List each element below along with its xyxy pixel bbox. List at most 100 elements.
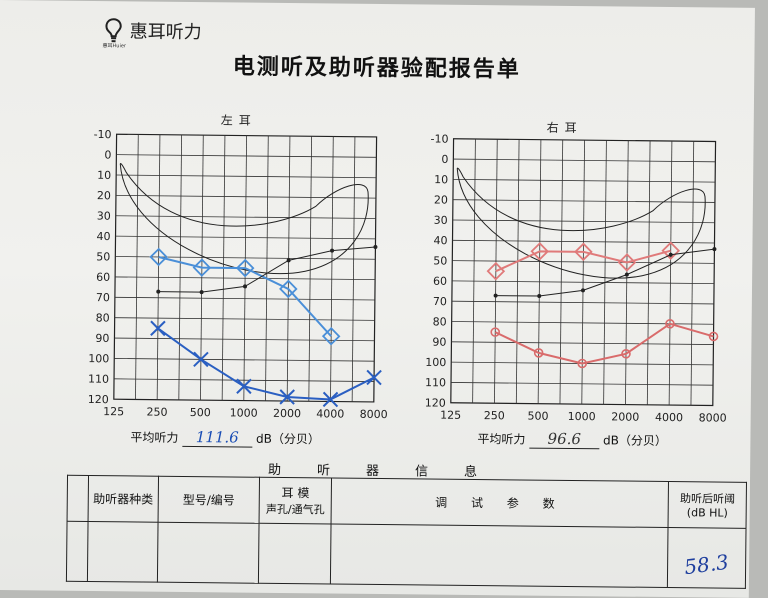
grid-line [178, 134, 182, 400]
data-point [156, 289, 161, 294]
left-avg-label: 平均听力 [130, 430, 179, 445]
x-tick-label: 8000 [699, 411, 727, 424]
table-cell [87, 521, 158, 583]
y-tick-label: 90 [95, 332, 109, 345]
aided-threshold-header: 助听后听阈 (dB HL) [668, 481, 747, 529]
y-tick-label: 0 [104, 148, 111, 161]
x-tick-label: 2000 [273, 407, 301, 420]
y-tick-label: 80 [96, 311, 110, 324]
data-point [286, 258, 291, 263]
y-tick-label: 70 [96, 291, 110, 304]
heading-char: 听 [316, 463, 331, 479]
grid-line [265, 135, 269, 401]
y-tick-label: 50 [433, 254, 447, 267]
y-tick-label: 40 [433, 234, 447, 247]
heading-char: 息 [464, 464, 478, 481]
heading-char: 器 [365, 463, 380, 479]
y-tick-label: 100 [425, 356, 446, 369]
y-tick-label: 30 [434, 214, 448, 227]
vent-label: 声孔/通气孔 [265, 502, 325, 517]
series-line [495, 249, 672, 273]
y-tick-label: 60 [433, 275, 447, 288]
data-point [373, 245, 378, 250]
hearing-aid-info-table: 助听器种类 型号/编号 耳 模 声孔/通气孔 调 试 参 数 助听后听阈 (dB… [66, 475, 747, 589]
grid-line [537, 139, 542, 404]
data-point [708, 331, 719, 342]
grid-line [135, 134, 139, 400]
model-header: 型号/编号 [157, 476, 260, 524]
grid-line [625, 140, 629, 405]
y-tick-label: 110 [425, 376, 446, 389]
grid-line [308, 136, 312, 402]
data-point [330, 248, 335, 253]
data-point [493, 293, 498, 298]
data-point [199, 290, 204, 295]
data-point [580, 288, 585, 293]
data-point [661, 241, 681, 260]
table-cell [258, 523, 331, 584]
x-tick-label: 250 [146, 406, 167, 419]
data-point [537, 294, 542, 299]
data-point [624, 272, 629, 277]
y-tick-label: 40 [96, 230, 110, 243]
y-tick-label: 50 [96, 250, 110, 263]
grid-line [515, 139, 520, 404]
data-point [486, 261, 506, 281]
right-avg-value: 96.6 [529, 429, 600, 450]
y-tick-label: 20 [97, 189, 111, 202]
grid-line [351, 136, 356, 402]
grid-line [472, 138, 476, 403]
data-point [192, 258, 212, 277]
grid-line [330, 136, 334, 402]
data-point [665, 319, 675, 329]
x-tick-label: 500 [190, 406, 211, 419]
table-row [66, 521, 747, 589]
y-tick-label: 120 [425, 396, 446, 409]
data-point [668, 252, 673, 257]
heading-char: 助 [267, 462, 282, 478]
y-tick-label: 80 [433, 315, 447, 328]
earmold-label: 耳 模 [281, 485, 310, 501]
left-avg-value: 111.6 [182, 427, 253, 448]
y-tick-label: 110 [88, 373, 109, 386]
data-point [150, 320, 166, 337]
aided-threshold-label: 助听后听阈 [679, 492, 736, 506]
table-cell [157, 522, 260, 584]
data-point [621, 349, 631, 359]
x-tick-label: 8000 [360, 408, 388, 421]
left-avg-unit: dB（分贝） [256, 431, 321, 447]
heading-char: 信 [415, 464, 429, 480]
y-tick-label: 0 [441, 153, 448, 166]
x-tick-label: 4000 [316, 407, 344, 420]
y-tick-label: 10 [97, 169, 111, 182]
x-tick-label: 4000 [655, 411, 683, 424]
grid-line [668, 141, 673, 406]
y-tick-label: 30 [97, 210, 111, 223]
table-header-row: 助听器种类 型号/编号 耳 模 声孔/通气孔 调 试 参 数 助听后听阈 (dB… [67, 475, 747, 529]
data-point [574, 242, 593, 262]
series-line [495, 248, 715, 297]
left-average-hearing: 平均听力 111.6 dB（分贝） [130, 427, 320, 448]
data-point [533, 348, 544, 358]
speech-banana [456, 167, 706, 279]
grid-line [646, 140, 651, 405]
x-tick-label: 1000 [568, 410, 596, 423]
series-line [158, 246, 376, 293]
data-point [321, 326, 341, 346]
data-point [712, 247, 717, 252]
brand-logo: 惠耳听力 [104, 17, 202, 44]
right-average-hearing: 平均听力 96.6 dB（分贝） [477, 429, 667, 450]
y-tick-label: 70 [433, 295, 447, 308]
fitting-params-header: 调 试 参 数 [330, 477, 669, 528]
data-point [243, 284, 248, 289]
data-point [577, 358, 588, 369]
x-tick-label: 2000 [611, 410, 639, 423]
y-tick-label: 10 [434, 173, 448, 186]
grid-line [286, 136, 291, 402]
x-tick-label: 250 [484, 409, 505, 422]
aid-type-header: 助听器种类 [88, 475, 159, 523]
data-point [193, 351, 209, 368]
x-tick-label: 125 [103, 405, 124, 418]
